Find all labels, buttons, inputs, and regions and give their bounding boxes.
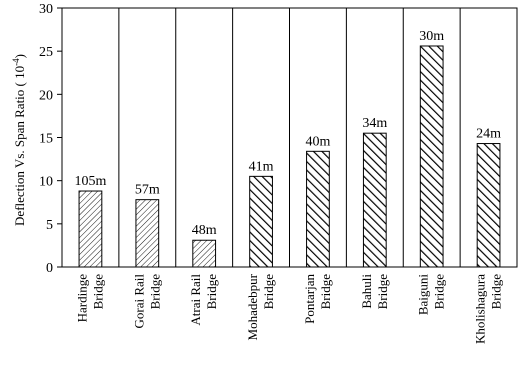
x-tick-label: KholishaguraBridge — [473, 274, 504, 344]
x-tick-label: HardingeBridge — [74, 274, 105, 323]
span-label: 41m — [249, 159, 274, 174]
span-labels-group: 105m 57m 48m 41m 40m 34m 30m 24m — [74, 29, 501, 238]
bar — [78, 190, 103, 268]
bar — [419, 45, 444, 268]
y-axis-title-exponent: -4 — [11, 58, 21, 66]
x-axis-labels: HardingeBridge Gorai RailBridge Atrai Rail… — [74, 273, 503, 344]
span-label: 57m — [135, 183, 160, 198]
span-label: 40m — [305, 134, 330, 149]
y-tick-label: 15 — [39, 132, 53, 147]
bar — [135, 199, 160, 268]
x-tick-label: PontarjanBridge — [302, 274, 333, 324]
y-axis: 0 5 10 15 20 25 30 — [39, 2, 62, 276]
x-tick-label: BaiguniBridge — [416, 274, 447, 316]
y-tick-label: 10 — [39, 175, 53, 190]
x-tick-label: Gorai RailBridge — [131, 274, 162, 329]
span-label: 30m — [419, 29, 444, 44]
bars-group — [78, 45, 501, 268]
y-tick-label: 0 — [46, 261, 53, 276]
y-axis-title-close: ) — [12, 54, 27, 58]
plot-area — [61, 7, 518, 268]
x-tick-label: MohadebpurBridge — [245, 273, 276, 340]
y-tick-label: 25 — [39, 45, 53, 60]
bar — [362, 132, 387, 268]
y-axis-title-main: Deflection Vs. Span Ratio ( 10 — [12, 66, 27, 226]
y-axis-title: Deflection Vs. Span Ratio ( 10-4) — [11, 54, 27, 226]
y-tick-label: 20 — [39, 88, 53, 103]
span-label: 48m — [192, 223, 217, 238]
bar — [249, 175, 273, 268]
span-label: 34m — [362, 116, 387, 131]
bar — [306, 150, 330, 268]
y-tick-label: 30 — [39, 2, 53, 17]
bar — [192, 239, 217, 268]
span-label: 105m — [74, 174, 106, 189]
bar — [476, 143, 501, 268]
y-tick-label: 5 — [46, 218, 53, 233]
span-label: 24m — [476, 127, 501, 142]
x-tick-label: BahuliBridge — [359, 274, 390, 310]
x-tick-label: Atrai RailBridge — [188, 274, 219, 326]
